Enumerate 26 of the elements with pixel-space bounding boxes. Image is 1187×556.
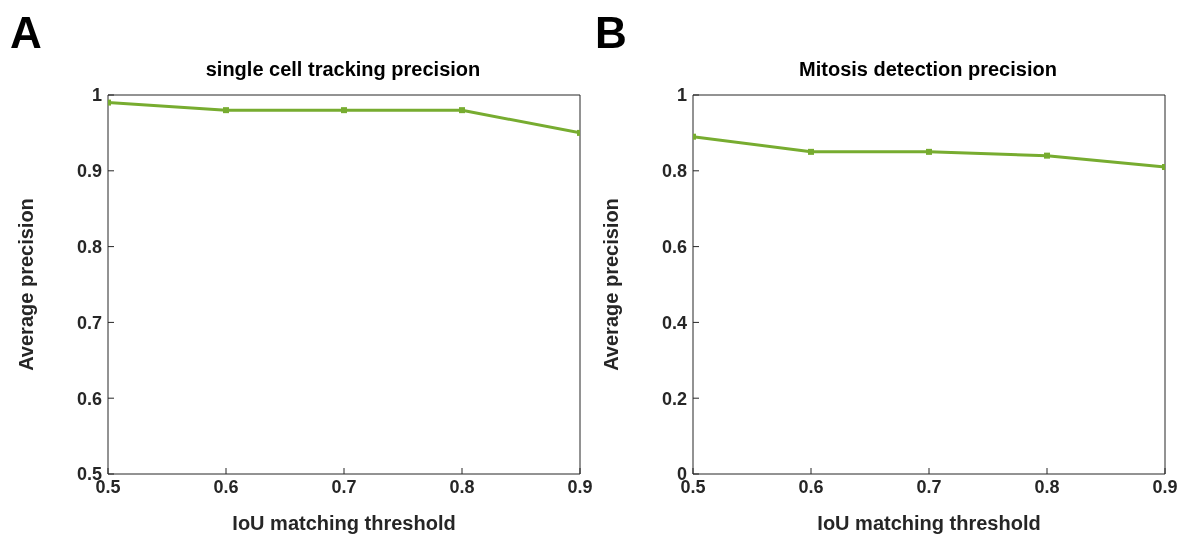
chart-title: single cell tracking precision: [204, 58, 482, 81]
text: A: [10, 8, 42, 58]
y-tick-label: 1: [676, 85, 687, 106]
y-axis-title: Average precision: [15, 198, 38, 371]
y-tick-label: 0.4: [661, 312, 687, 333]
y-tick-label: 0.8: [661, 161, 687, 182]
x-tick-label: 0.7: [331, 476, 357, 497]
y-axis-title: Average precision: [600, 198, 623, 371]
text: B: [595, 8, 627, 58]
y-tick-label: 0.6: [76, 388, 102, 409]
x-tick-label: 0.8: [1034, 476, 1060, 497]
x-tick-label: 0.6: [798, 476, 824, 497]
chart-title: Mitosis detection precision: [798, 58, 1058, 81]
y-tick-label: 0.7: [76, 312, 102, 333]
y-tick-label: 0.2: [661, 388, 687, 409]
x-axis-title: IoU matching threshold: [232, 512, 456, 534]
x-axis-title: IoU matching threshold: [817, 512, 1041, 534]
y-tick-label: 1: [91, 85, 102, 106]
x-tick-label: 0.9: [1152, 476, 1178, 497]
y-tick-label: 0.6: [661, 236, 687, 257]
y-tick-label: 0.8: [76, 236, 102, 257]
x-tick-label: 0.8: [449, 476, 475, 497]
x-tick-label: 0.7: [916, 476, 942, 497]
x-tick-label: 0.9: [567, 476, 593, 497]
y-tick-label: 0.9: [76, 161, 102, 182]
x-tick-label: 0.6: [213, 476, 239, 497]
